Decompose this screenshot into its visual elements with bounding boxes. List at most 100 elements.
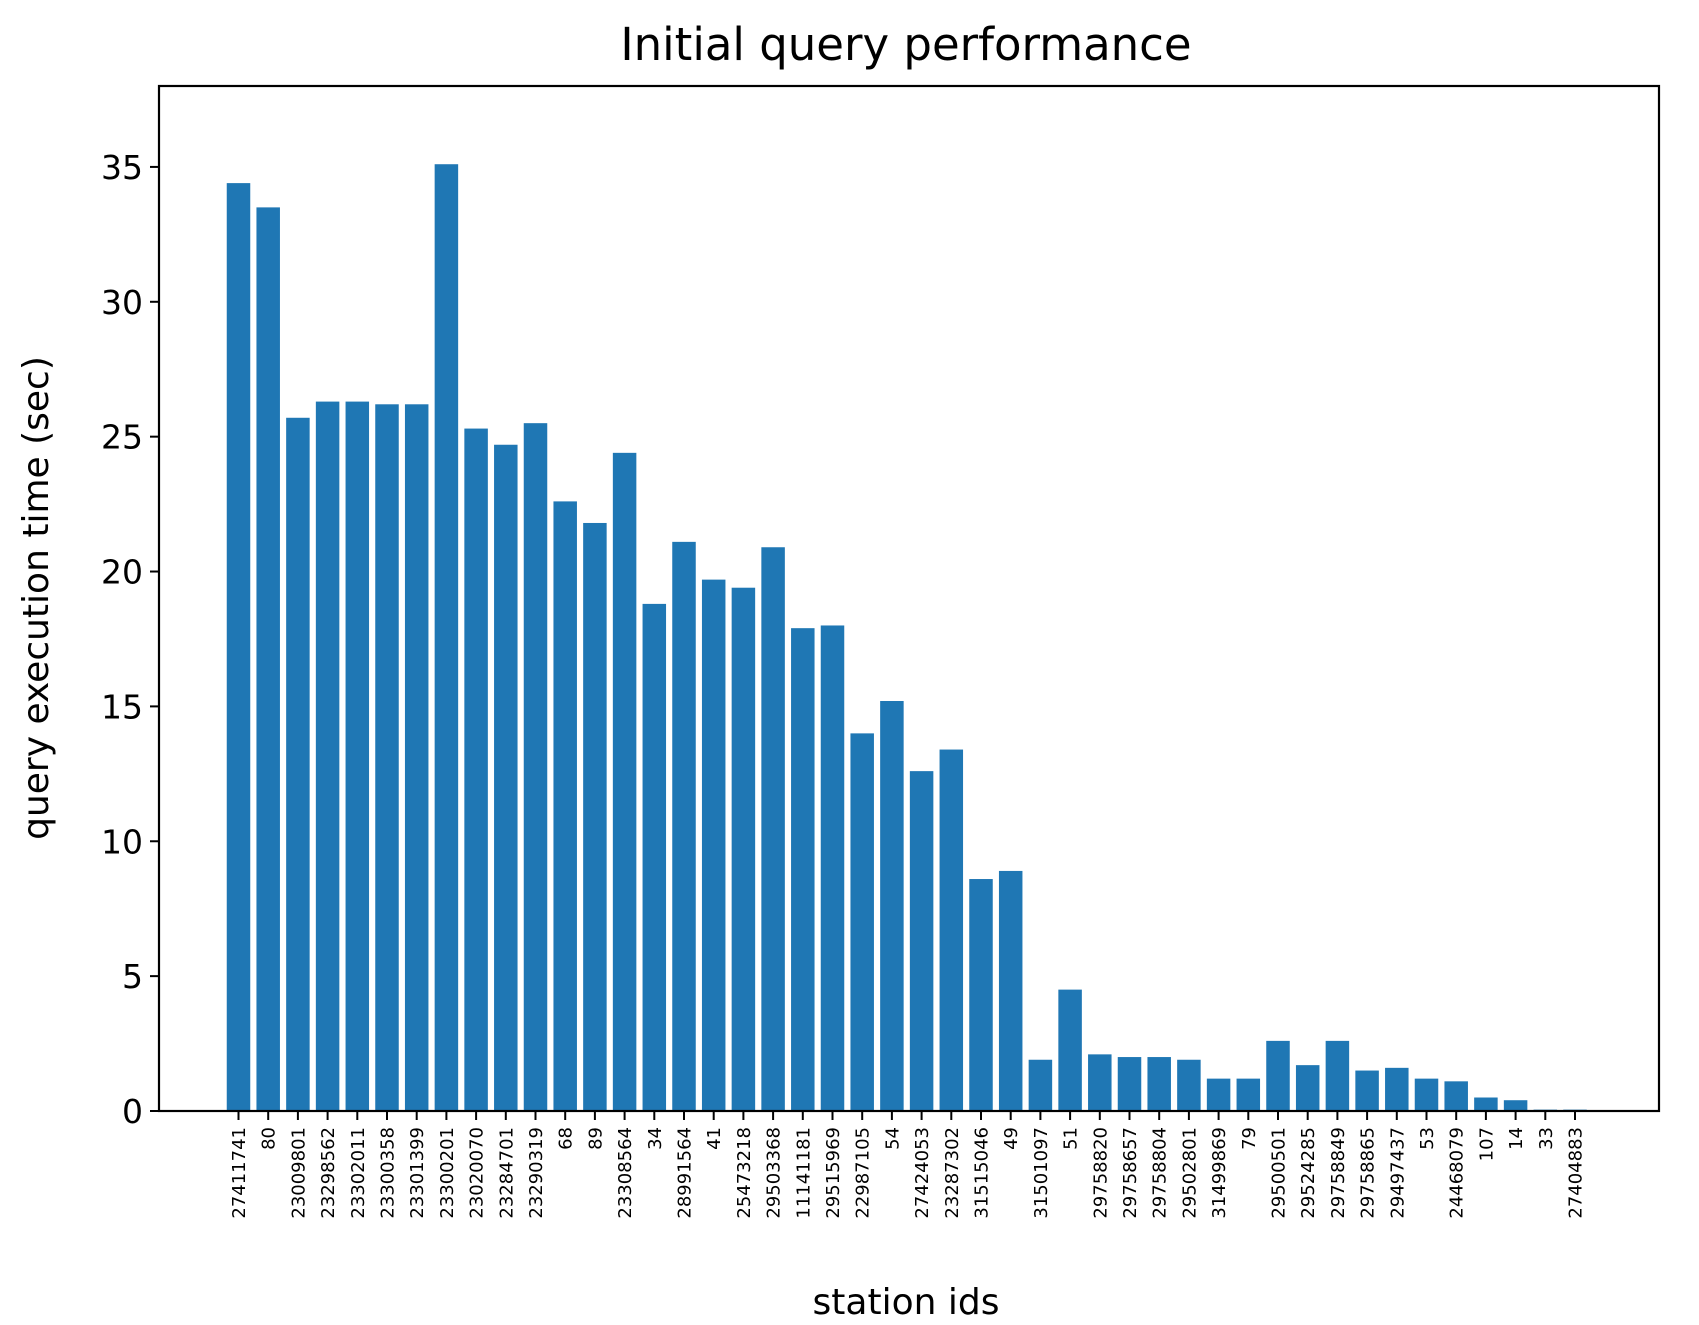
- x-tick-label: 23301399: [407, 1127, 428, 1219]
- x-tick-label: 23287302: [942, 1127, 963, 1219]
- x-tick-label: 51: [1061, 1127, 1082, 1150]
- x-tick-label: 31501097: [1031, 1127, 1052, 1219]
- y-tick-label: 15: [101, 687, 143, 726]
- x-tick-label: 23284701: [496, 1127, 517, 1219]
- x-tick-label: 80: [259, 1127, 280, 1150]
- x-tick-label: 23308564: [615, 1127, 636, 1219]
- x-tick-label: 29500501: [1269, 1127, 1290, 1219]
- x-tick-label: 23300358: [378, 1127, 399, 1219]
- x-tick-label: 27411741: [229, 1127, 250, 1219]
- x-tick-label: 29524285: [1298, 1127, 1319, 1219]
- x-tick-label: 31515046: [972, 1127, 993, 1219]
- bar-29503368: [761, 547, 785, 1111]
- x-tick-label: 28991564: [675, 1127, 696, 1219]
- bar-107: [1474, 1097, 1498, 1111]
- x-tick-label: 23020070: [467, 1127, 488, 1219]
- bar-29502801: [1177, 1059, 1201, 1111]
- y-tick-label: 0: [122, 1092, 143, 1131]
- bar-23020070: [464, 428, 488, 1111]
- x-axis-label: station ids: [813, 1282, 1000, 1323]
- x-tick-label: 29497437: [1387, 1127, 1408, 1219]
- bar-27411741: [226, 183, 251, 1112]
- x-tick-label: 23302011: [348, 1127, 369, 1219]
- x-tick-label: 25473218: [734, 1127, 755, 1219]
- bar-23302011: [345, 401, 370, 1112]
- y-tick-label: 25: [101, 418, 143, 457]
- y-axis: 0 5 10 15 20 25 30 35: [101, 148, 159, 1131]
- bar-27424053: [909, 771, 934, 1111]
- x-tick-label: 27424053: [912, 1127, 933, 1219]
- x-tick-label: 29758849: [1328, 1127, 1349, 1219]
- x-tick-label: 29758865: [1358, 1127, 1379, 1219]
- bar-29758865: [1355, 1070, 1379, 1111]
- bar-29515969: [820, 625, 845, 1111]
- x-tick-label: 89: [585, 1127, 606, 1150]
- bar-24468079: [1444, 1081, 1468, 1111]
- bar-25473218: [731, 587, 756, 1111]
- x-tick-label: 11141181: [793, 1127, 814, 1219]
- bar-54: [880, 701, 904, 1111]
- x-tick-label: 33: [1536, 1127, 1557, 1150]
- bar-29500501: [1266, 1040, 1290, 1111]
- bar-89: [583, 522, 607, 1111]
- x-tick-label: 29502801: [1179, 1127, 1200, 1219]
- bar-29524285: [1295, 1065, 1320, 1111]
- x-tick-label: 29758820: [1090, 1127, 1111, 1219]
- bar-51: [1058, 989, 1082, 1111]
- bar-79: [1236, 1078, 1261, 1111]
- x-tick-label: 29758804: [1150, 1127, 1171, 1219]
- bar-68: [553, 501, 577, 1111]
- bar-80: [256, 207, 280, 1111]
- bar-23009801: [286, 417, 310, 1111]
- y-tick-label: 30: [101, 283, 143, 322]
- plot-frame: [157, 84, 1661, 1113]
- bar-29758820: [1088, 1054, 1112, 1111]
- bar-49: [998, 870, 1023, 1111]
- bar-23300201: [434, 164, 459, 1112]
- bar-11141181: [791, 628, 815, 1111]
- x-tick-label: 53: [1417, 1127, 1438, 1150]
- x-tick-label: 29515969: [823, 1127, 844, 1219]
- x-tick-label: 22987105: [853, 1127, 874, 1219]
- bar-29497437: [1385, 1067, 1409, 1111]
- x-axis: 27411741 80 23009801 23298562 23302011 233003…: [229, 1111, 1587, 1219]
- x-tick-label: 23009801: [288, 1127, 309, 1219]
- x-tick-label: 54: [882, 1127, 903, 1150]
- x-tick-label: 29503368: [764, 1127, 785, 1219]
- bar-23287302: [939, 749, 964, 1111]
- bar-23300358: [375, 404, 399, 1111]
- y-tick-label: 35: [101, 148, 143, 187]
- x-tick-label: 79: [1239, 1127, 1260, 1150]
- x-tick-label: 29758657: [1120, 1127, 1141, 1219]
- bar-14: [1503, 1100, 1528, 1111]
- x-tick-label: 49: [1001, 1127, 1022, 1150]
- x-tick-label: 14: [1506, 1127, 1527, 1150]
- bar-23298562: [315, 401, 340, 1112]
- x-tick-label: 23298562: [318, 1127, 339, 1219]
- x-tick-label: 41: [704, 1127, 725, 1150]
- bar-29758849: [1325, 1040, 1350, 1111]
- y-tick-label: 10: [101, 822, 143, 861]
- bar-28991564: [672, 541, 696, 1111]
- x-tick-label: 31499869: [1209, 1127, 1230, 1219]
- bar-22987105: [850, 733, 874, 1111]
- x-tick-label: 23300201: [437, 1127, 458, 1219]
- x-tick-label: 23290319: [526, 1127, 547, 1219]
- bar-31515046: [969, 879, 993, 1111]
- y-tick-label: 5: [122, 957, 143, 996]
- bar-31499869: [1206, 1078, 1231, 1111]
- bars-group: [226, 164, 1587, 1112]
- bar-31501097: [1028, 1059, 1053, 1111]
- x-tick-label: 107: [1476, 1127, 1497, 1161]
- bar-41: [701, 579, 726, 1111]
- bar-23284701: [494, 444, 518, 1111]
- chart-title: Initial query performance: [620, 18, 1191, 71]
- bar-23308564: [612, 452, 637, 1112]
- x-tick-label: 27404883: [1566, 1127, 1587, 1219]
- y-tick-label: 20: [101, 553, 143, 592]
- bar-53: [1414, 1078, 1439, 1111]
- x-tick-label: 24468079: [1447, 1127, 1468, 1219]
- bar-23290319: [523, 423, 548, 1111]
- x-tick-label: 68: [556, 1127, 577, 1150]
